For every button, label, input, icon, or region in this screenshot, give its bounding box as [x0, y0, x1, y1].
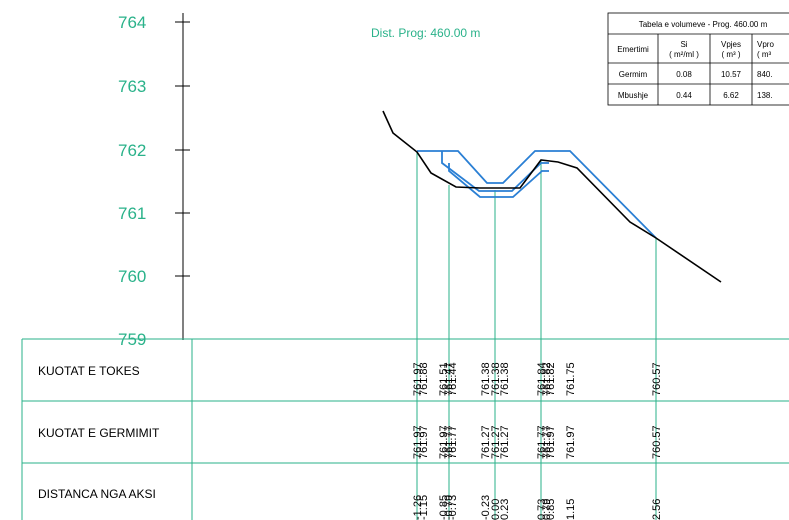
- station-germ-value: 761.97: [412, 425, 424, 459]
- station-dist-value: -0.85: [438, 495, 450, 520]
- station-tokes-value: 761.84: [536, 362, 548, 396]
- station-dist-value: -0.73: [447, 495, 459, 520]
- elevation-label-761: 761: [118, 204, 146, 223]
- station-dist-value: 2.56: [651, 499, 663, 520]
- station-tokes-value: 761.75: [565, 362, 577, 396]
- ground-profile: [382, 110, 722, 283]
- station-tokes-value: 761.38: [499, 362, 511, 396]
- station-tokes-value: 761.38: [480, 362, 492, 396]
- station-germ-value: 761.27: [480, 425, 492, 459]
- station-germ-value: 761.77: [447, 425, 459, 459]
- volume-row-mbushje-vpro: 138.: [757, 91, 773, 100]
- station-dist-value: 1.15: [565, 499, 577, 520]
- station-germ-value: 760.57: [651, 425, 663, 459]
- volume-table-header-vpjes: Vpjes: [721, 40, 741, 49]
- station-germ-value: 761.77: [536, 425, 548, 459]
- elevation-label-764: 764: [118, 13, 146, 32]
- station-dist-value: 0.23: [499, 499, 511, 520]
- station-dist-value: -1.26: [412, 495, 424, 520]
- volume-table-header-si-unit: ( m²/ml ): [669, 50, 699, 59]
- volume-row-mbushje-name: Mbushje: [618, 91, 649, 100]
- station-dist-value: 0.79: [541, 499, 553, 520]
- station-germ-value: 761.97: [545, 425, 557, 459]
- station-tokes-value: 761.38: [490, 362, 502, 396]
- station-dist-value: -1.15: [418, 495, 430, 520]
- station-germ-value: 761.97: [438, 425, 450, 459]
- station-germ-value: 761.77: [541, 425, 553, 459]
- station-dist-value: -0.79: [443, 495, 455, 520]
- elevation-label-760: 760: [118, 267, 146, 286]
- station-tokes-value: 761.88: [418, 362, 430, 396]
- volume-table-header-vpjes-unit: ( m³ ): [721, 50, 740, 59]
- design-profile: [417, 150, 657, 239]
- station-dist-value: 0.00: [490, 499, 502, 520]
- station-tokes-value: 761.82: [545, 362, 557, 396]
- station-tokes-value: 761.51: [438, 362, 450, 396]
- row-label-distanca-aksi: DISTANCA NGA AKSI: [38, 487, 156, 501]
- volume-row-germim-si: 0.08: [676, 70, 692, 79]
- elevation-ticks: [175, 21, 190, 277]
- station-germ-value: 761.27: [490, 425, 502, 459]
- volume-table-header-vpro: Vpro: [757, 40, 774, 49]
- station-dist-value: 0.73: [536, 499, 548, 520]
- station-tokes-value: 761.47: [443, 362, 455, 396]
- volume-table-header-vpro-unit: ( m³: [757, 50, 772, 59]
- station-germ-value: 761.77: [443, 425, 455, 459]
- volume-row-germim-name: Germim: [619, 70, 648, 79]
- volume-table-header-si: Si: [680, 40, 687, 49]
- row-label-kuotat-germimit: KUOTAT E GERMIMIT: [38, 426, 160, 440]
- projection-lines: [416, 152, 657, 520]
- volume-table-title: Tabela e volumeve - Prog. 460.00 m: [639, 20, 768, 29]
- station-tokes-value: 761.82: [541, 362, 553, 396]
- volume-row-germim-vpjes: 10.57: [721, 70, 742, 79]
- volume-table-header-name: Emertimi: [617, 45, 649, 54]
- station-tokes-value: 760.57: [651, 362, 663, 396]
- station-germ-value: 761.27: [499, 425, 511, 459]
- station-tokes-value: 761.44: [447, 362, 459, 396]
- volume-table: Tabela e volumeve - Prog. 460.00 m Emert…: [607, 12, 789, 106]
- station-dist-value: 0.85: [545, 499, 557, 520]
- station-dist-value: -0.23: [480, 495, 492, 520]
- volume-row-mbushje-vpjes: 6.62: [723, 91, 739, 100]
- elevation-label-762: 762: [118, 141, 146, 160]
- row-label-kuotat-tokes: KUOTAT E TOKES: [38, 364, 140, 378]
- data-band: [21, 338, 789, 520]
- volume-row-mbushje-si: 0.44: [676, 91, 692, 100]
- volume-row-germim-vpro: 840.: [757, 70, 773, 79]
- station-germ-value: 761.97: [565, 425, 577, 459]
- station-germ-value: 761.97: [418, 425, 430, 459]
- station-values: 761.97761.97-1.26761.88761.97-1.15761.51…: [412, 362, 663, 520]
- station-tokes-value: 761.97: [412, 362, 424, 396]
- elevation-label-763: 763: [118, 77, 146, 96]
- distance-title: Dist. Prog: 460.00 m: [371, 26, 480, 40]
